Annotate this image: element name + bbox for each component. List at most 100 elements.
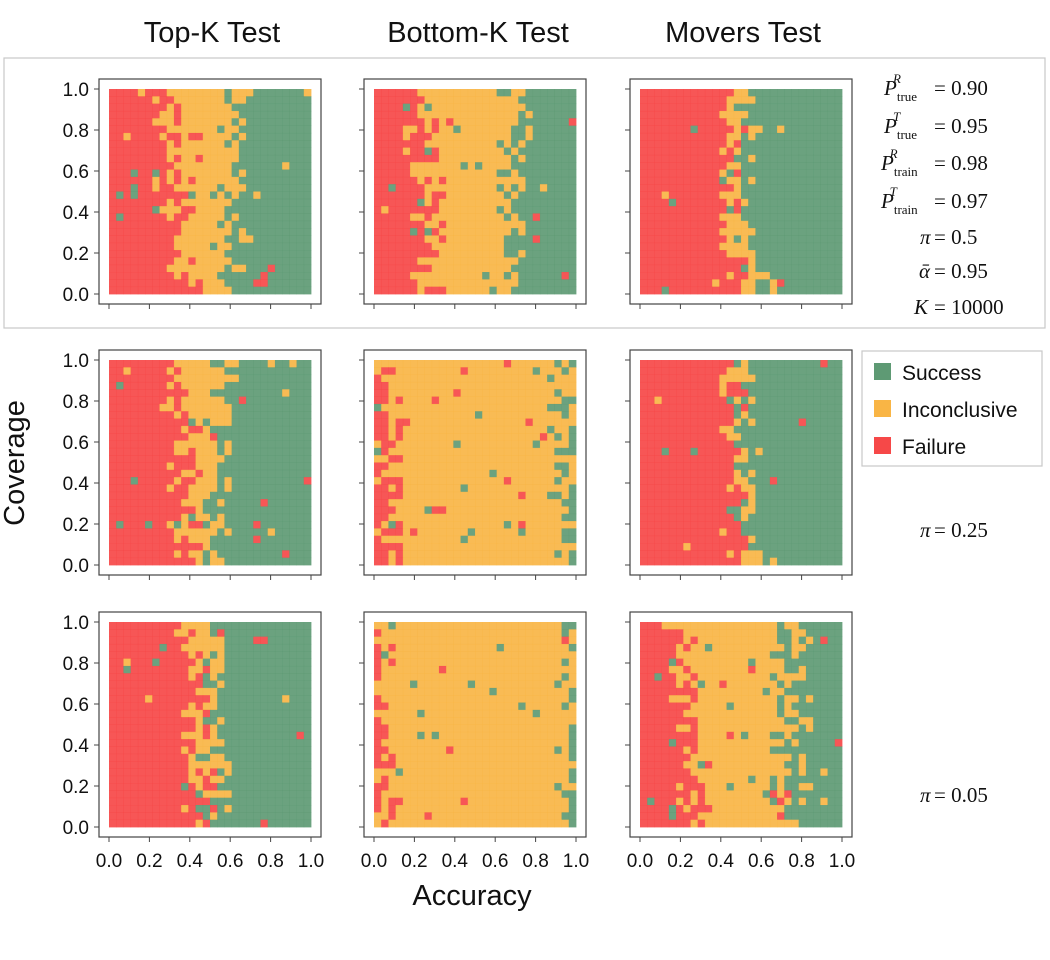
cell-inconclusive [210, 103, 218, 112]
cell-success [260, 440, 269, 449]
cell-success [568, 125, 577, 134]
cell-failure [741, 257, 749, 266]
cell-inconclusive [482, 411, 490, 419]
cell-failure [159, 477, 168, 485]
cell-failure [733, 140, 742, 148]
cell-failure [654, 286, 663, 295]
cell-failure [697, 506, 706, 515]
cell-success [274, 550, 283, 559]
cell-inconclusive [748, 550, 756, 559]
cell-failure [195, 521, 204, 529]
cell-success [260, 455, 269, 463]
cell-inconclusive [453, 250, 461, 258]
cell-failure [661, 513, 670, 522]
cell-failure [676, 140, 684, 148]
cell-failure [137, 418, 146, 427]
cell-success [762, 286, 771, 295]
cell-failure [690, 543, 699, 551]
cell-failure [661, 198, 670, 207]
cell-inconclusive [431, 374, 440, 383]
cell-failure [640, 477, 648, 485]
cell-success [296, 557, 305, 566]
cell-failure [704, 360, 713, 368]
cell-inconclusive [188, 198, 196, 207]
cell-success [769, 147, 778, 156]
cell-success [253, 110, 261, 119]
cell-success [762, 499, 771, 507]
cell-success [246, 477, 254, 485]
cell-failure [130, 425, 139, 434]
cell-failure [173, 499, 182, 507]
cell-success [217, 425, 225, 434]
cell-failure [402, 286, 411, 295]
cell-success [282, 154, 290, 163]
cell-success [267, 132, 276, 141]
cell-failure [395, 162, 404, 170]
cell-inconclusive [453, 184, 461, 192]
cell-success [777, 213, 785, 222]
cell-success [568, 250, 577, 258]
cell-failure [402, 118, 411, 127]
cell-failure [374, 162, 382, 170]
cell-success [525, 220, 534, 229]
cell-inconclusive [496, 491, 505, 500]
cell-success [274, 455, 283, 463]
cell-failure [726, 447, 735, 456]
cell-inconclusive [181, 469, 189, 478]
cell-inconclusive [568, 469, 577, 478]
cell-failure [410, 147, 418, 156]
cell-inconclusive [195, 629, 204, 638]
cell-failure [116, 140, 124, 148]
cell-failure [123, 389, 132, 398]
cell-inconclusive [453, 176, 461, 185]
cell-inconclusive [438, 213, 447, 222]
cell-success [282, 360, 290, 368]
cell-inconclusive [475, 184, 483, 192]
cell-inconclusive [467, 543, 476, 551]
cell-inconclusive [547, 477, 555, 485]
cell-failure [202, 665, 211, 674]
cell-inconclusive [217, 96, 225, 105]
cell-success [274, 367, 283, 376]
cell-success [231, 484, 240, 493]
cell-failure [166, 272, 175, 280]
cell-failure [640, 286, 648, 295]
cell-success [518, 132, 526, 141]
cell-inconclusive [210, 198, 218, 207]
cell-success [260, 228, 269, 236]
cell-failure [130, 162, 139, 170]
cell-success [296, 499, 305, 507]
cell-inconclusive [719, 191, 727, 200]
cell-inconclusive [453, 374, 461, 383]
cell-inconclusive [166, 176, 175, 185]
cell-inconclusive [123, 658, 132, 667]
cell-inconclusive [539, 381, 548, 390]
cell-success [820, 184, 828, 192]
cell-inconclusive [482, 447, 490, 456]
cell-success [253, 622, 261, 630]
cell-inconclusive [496, 396, 505, 405]
cell-inconclusive [446, 257, 454, 266]
cell-success [289, 629, 297, 638]
cell-failure [683, 132, 691, 141]
cell-inconclusive [518, 228, 526, 236]
cell-failure [446, 118, 454, 127]
cell-failure [640, 418, 648, 427]
cell-inconclusive [446, 279, 454, 288]
cell-inconclusive [475, 374, 483, 383]
cell-success [769, 550, 778, 559]
cell-failure [181, 272, 189, 280]
cell-success [791, 455, 800, 463]
cell-success [231, 433, 240, 441]
cell-success [813, 220, 821, 229]
cell-success [289, 528, 297, 537]
cell-failure [676, 162, 684, 170]
cell-inconclusive [748, 469, 756, 478]
cell-failure [654, 272, 663, 280]
cell-inconclusive [496, 550, 505, 559]
cell-success [260, 418, 269, 427]
cell-failure [374, 535, 382, 544]
cell-failure [712, 272, 720, 280]
cell-failure [690, 360, 699, 368]
cell-success [777, 513, 785, 522]
